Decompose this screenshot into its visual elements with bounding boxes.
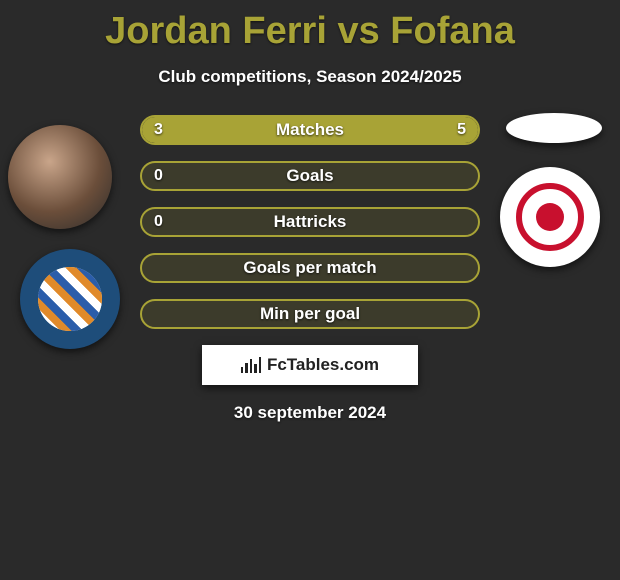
stat-bar-row: Goals per match (140, 253, 480, 283)
stat-label: Matches (276, 120, 344, 140)
club-left-badge (20, 249, 120, 349)
club-right-badge-inner (516, 183, 584, 251)
stat-label: Goals (286, 166, 333, 186)
stat-label: Min per goal (260, 304, 360, 324)
stat-label: Hattricks (274, 212, 347, 232)
club-left-stripes-icon (38, 267, 102, 331)
player-right-avatar (506, 113, 602, 143)
club-right-dot-icon (536, 203, 564, 231)
stat-value-left: 3 (154, 121, 163, 139)
stat-value-right: 5 (457, 121, 466, 139)
page-title: Jordan Ferri vs Fofana (0, 0, 620, 53)
competition-subtitle: Club competitions, Season 2024/2025 (0, 67, 620, 87)
club-right-badge (500, 167, 600, 267)
stat-bar-row: 0 Goals (140, 161, 480, 191)
stat-value-left: 0 (154, 213, 163, 231)
stat-label: Goals per match (243, 258, 376, 278)
snapshot-date: 30 september 2024 (0, 403, 620, 423)
bars-icon (241, 357, 261, 373)
stat-value-left: 0 (154, 167, 163, 185)
club-left-badge-inner (38, 267, 102, 331)
player-left-avatar (8, 125, 112, 229)
branding-box: FcTables.com (202, 345, 418, 385)
stat-bar-row: 0 Hattricks (140, 207, 480, 237)
comparison-content: 3 Matches 5 0 Goals 0 Hattricks Goals per match… (0, 115, 620, 329)
stat-bar-row: 3 Matches 5 (140, 115, 480, 145)
stats-bars: 3 Matches 5 0 Goals 0 Hattricks Goals per match… (140, 115, 480, 329)
stat-bar-row: Min per goal (140, 299, 480, 329)
branding-text: FcTables.com (267, 355, 379, 375)
